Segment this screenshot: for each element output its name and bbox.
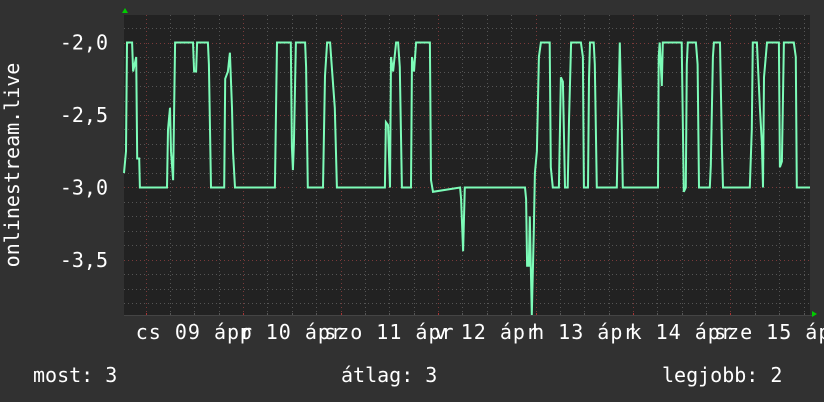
plot-area — [124, 15, 810, 315]
y-axis-label: onlinestream.live — [0, 63, 24, 268]
x-axis-arrow-icon — [812, 311, 817, 317]
x-tick-label: p 10 ápr — [240, 320, 344, 344]
y-tick-label: -2,0 — [60, 31, 108, 55]
x-tick-label: cs 09 ápr — [136, 320, 253, 344]
x-tick-label: szo 11 ápr — [324, 320, 454, 344]
y-tick-label: -3,0 — [60, 175, 108, 199]
legend-best: legjobb: 2 — [662, 363, 782, 387]
y-tick-label: -2,5 — [60, 103, 108, 127]
y-tick-label: -3,5 — [60, 248, 108, 272]
legend-current: most: 3 — [33, 363, 117, 387]
y-axis-ticks: -2,0 -2,5 -3,0 -3,5 — [60, 31, 108, 272]
x-tick-label: h 13 ápr — [532, 320, 636, 344]
series-line — [123, 41, 810, 316]
legend-average: átlag: 3 — [341, 363, 437, 387]
x-tick-label: sze 15 ápr — [714, 320, 824, 344]
x-tick-label: k 14 ápr — [630, 320, 734, 344]
x-tick-label: v 12 ápr — [435, 320, 539, 344]
y-axis-arrow-icon — [122, 8, 128, 13]
